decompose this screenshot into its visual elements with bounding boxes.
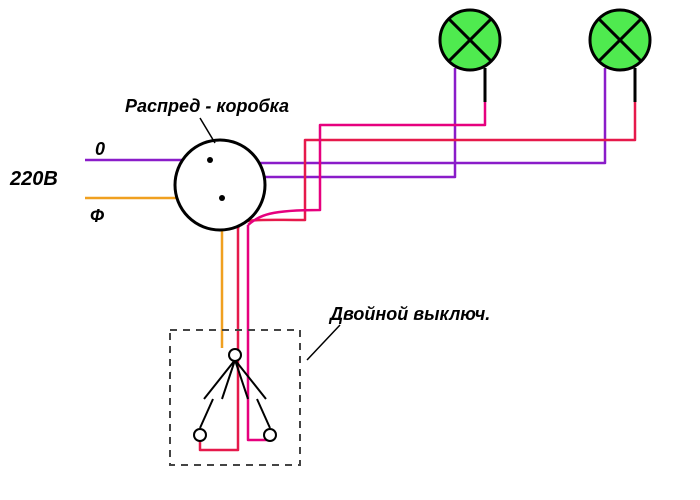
lamp-1: [440, 10, 500, 70]
wiring-diagram: Распред - коробка 220В 0 Ф Двойной выключ.: [0, 0, 700, 500]
switch-terminal: [229, 349, 241, 361]
label: Распред - коробка: [125, 96, 289, 116]
label: Ф: [90, 206, 104, 226]
switch-terminal: [194, 429, 206, 441]
label: 0: [95, 139, 105, 159]
switch-terminal: [264, 429, 276, 441]
lamp-2: [590, 10, 650, 70]
junction-terminal: [219, 195, 225, 201]
label: Двойной выключ.: [328, 304, 490, 324]
junction-terminal: [207, 157, 213, 163]
label: 220В: [9, 168, 58, 190]
junction-box: [175, 140, 265, 230]
